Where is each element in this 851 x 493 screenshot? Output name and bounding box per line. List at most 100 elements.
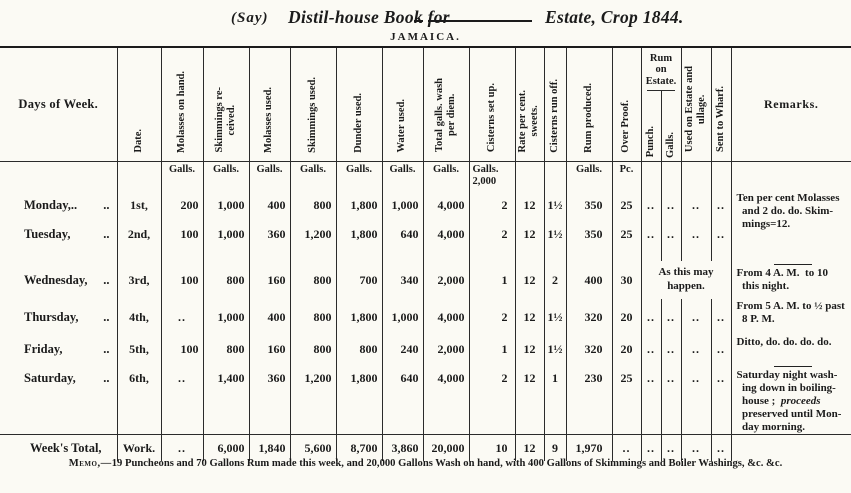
date-cell: 1st, [116,191,161,220]
col-header-water-used: Water used. [381,47,423,161]
remark-separator [773,264,812,265]
value-cell: 320 [565,335,612,363]
unit-cell: Galls. [335,160,382,191]
unit-cell [660,160,681,191]
value-cell: 4,000 [422,299,469,335]
vertical-label: Total galls. wash per diem. [433,78,457,153]
vertical-label: Rate per cent. sweets. [517,90,541,153]
col-header-date: Date. [116,47,161,161]
value-cell: .. [640,191,661,220]
spacer-cell [422,393,469,435]
unit-cell [730,160,851,191]
spacer-cell [0,393,117,434]
value-cell: 1,800 [335,220,382,249]
day-cell: Tuesday,.. [0,220,117,249]
total-remarks-cell [730,433,851,462]
value-cell: 1,000 [202,220,249,249]
value-cell: 1,000 [202,299,249,335]
value-cell: 340 [381,261,423,299]
value-cell: .. [660,191,681,220]
spacer-cell [160,249,203,261]
value-cell: 200 [160,191,203,220]
spacer-cell [468,393,515,435]
total-cell: 8,700 [335,433,382,462]
value-cell: .. [710,363,731,394]
remark-text: Ten per cent Molasses and 2 do. do. Skim… [736,192,840,230]
value-cell: 640 [381,220,423,249]
date-cell: 4th, [116,299,161,335]
value-cell: 1 [468,261,515,299]
vertical-label: Skimmings used. [306,76,318,153]
spacer-row [0,249,851,261]
spacer-cell [381,393,423,435]
unit-cell [0,160,117,191]
col-header-rate-per-cent: Rate per cent. sweets. [514,47,544,161]
value-cell: 2 [468,220,515,249]
value-cell: 1½ [543,299,566,335]
spacer-cell [680,393,711,435]
unit-cell: Galls. [381,160,423,191]
unit-cell: Galls. [202,160,249,191]
day-cell: Friday,.. [0,335,117,363]
value-cell: 1,000 [202,191,249,220]
value-cell: 2,000 [422,335,469,363]
remarks-cell: From 5 A. M. to ½ past 8 P. M. [730,299,851,335]
day-label: Saturday, [24,370,76,385]
total-cell: 1,840 [248,433,290,462]
vertical-label: Over Proof. [620,99,632,153]
unit-cell [514,160,544,191]
page-title: Distil-house Book for [288,7,450,27]
day-cell: Wednesday,.. [0,261,117,299]
table-row-friday: Friday,.. 5th, 100 800 160 800 800 240 2… [0,335,851,363]
total-cell: 20,000 [422,433,469,462]
spacer-cell [514,249,544,261]
value-cell: .. [660,220,681,249]
remarks-cell: From 4 A. M. to 10 this night. [730,261,851,299]
distil-house-table: Days of Week. Date. Molasses on hand. Sk… [0,46,851,462]
value-cell: 20 [611,335,641,363]
col-header-over-proof: Over Proof. [611,47,641,161]
rum-on-estate-group: Rum on Estate. Punch. Galls. [642,49,681,161]
unit-cell: Galls. [565,160,612,191]
total-label-cell: Week's Total, [0,433,117,462]
rum-on-estate-title: Rum on Estate. [645,52,677,88]
leader-dots: .. [103,370,110,385]
spacer-cell [248,393,290,435]
value-cell: 100 [160,335,203,363]
value-cell: 1½ [543,335,566,363]
value-cell: 350 [565,220,612,249]
value-cell: 12 [514,220,544,249]
value-cell: 12 [514,335,544,363]
col-header-rum-produced: Rum produced. [565,47,612,161]
value-cell: 1½ [543,191,566,220]
leader-dots: .. [103,198,110,212]
value-cell: 20 [611,299,641,335]
remark-text: Ditto, do. do. do. do. [736,336,832,348]
value-cell: .. [710,335,731,363]
vertical-label: Molasses on hand. [175,70,187,153]
unit-cell: Galls. [422,160,469,191]
value-cell: 1,800 [335,191,382,220]
spacer-cell [289,249,336,261]
unit-cell [680,160,711,191]
header-row: Days of Week. Date. Molasses on hand. Sk… [0,47,851,161]
value-cell: 1 [543,363,566,394]
total-cell: .. [160,433,203,462]
total-cell: .. [710,433,731,462]
value-cell: .. [680,335,711,363]
spacer-cell [116,249,161,261]
title-block: (Say) Distil-house Book for Estate, Crop… [0,4,851,46]
value-cell: 4,000 [422,220,469,249]
value-cell: 25 [611,363,641,394]
value-cell: .. [680,220,711,249]
col-header-cisterns-run-off: Cisterns run off. [543,47,566,161]
table-row-thursday: Thursday,.. 4th, .. 1,000 400 800 1,800 … [0,299,851,335]
spacer-cell [289,393,336,435]
day-cell: Thursday,.. [0,299,117,335]
value-cell: .. [660,299,681,335]
spacer-cell [335,393,382,435]
value-cell: 1,400 [202,363,249,394]
spacer-cell [710,393,731,435]
day-cell: Monday,.... [0,191,117,220]
value-cell: 12 [514,299,544,335]
